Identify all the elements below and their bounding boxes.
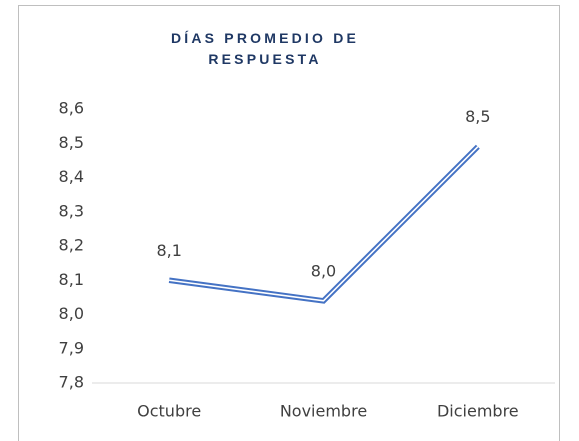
- data-label: 8,0: [311, 261, 336, 280]
- y-tick-label: 7,9: [59, 338, 84, 357]
- y-tick-label: 8,3: [59, 201, 84, 220]
- y-tick-label: 7,8: [59, 373, 84, 392]
- y-tick-label: 8,1: [59, 270, 84, 289]
- y-tick-label: 8,6: [59, 99, 84, 118]
- line-series-inner: [169, 146, 479, 302]
- x-tick-label: Diciembre: [437, 402, 519, 421]
- data-label: 8,5: [465, 107, 490, 126]
- y-tick-label: 8,0: [59, 304, 84, 323]
- y-tick-label: 8,2: [59, 236, 84, 255]
- y-tick-label: 8,4: [59, 167, 84, 186]
- y-tick-label: 8,5: [59, 133, 84, 152]
- x-tick-label: Noviembre: [280, 402, 367, 421]
- x-tick-label: Octubre: [137, 402, 201, 421]
- chart-frame: [18, 5, 560, 441]
- data-label: 8,1: [156, 241, 181, 260]
- chart-title: DÍAS PROMEDIO DE RESPUESTA: [170, 30, 360, 67]
